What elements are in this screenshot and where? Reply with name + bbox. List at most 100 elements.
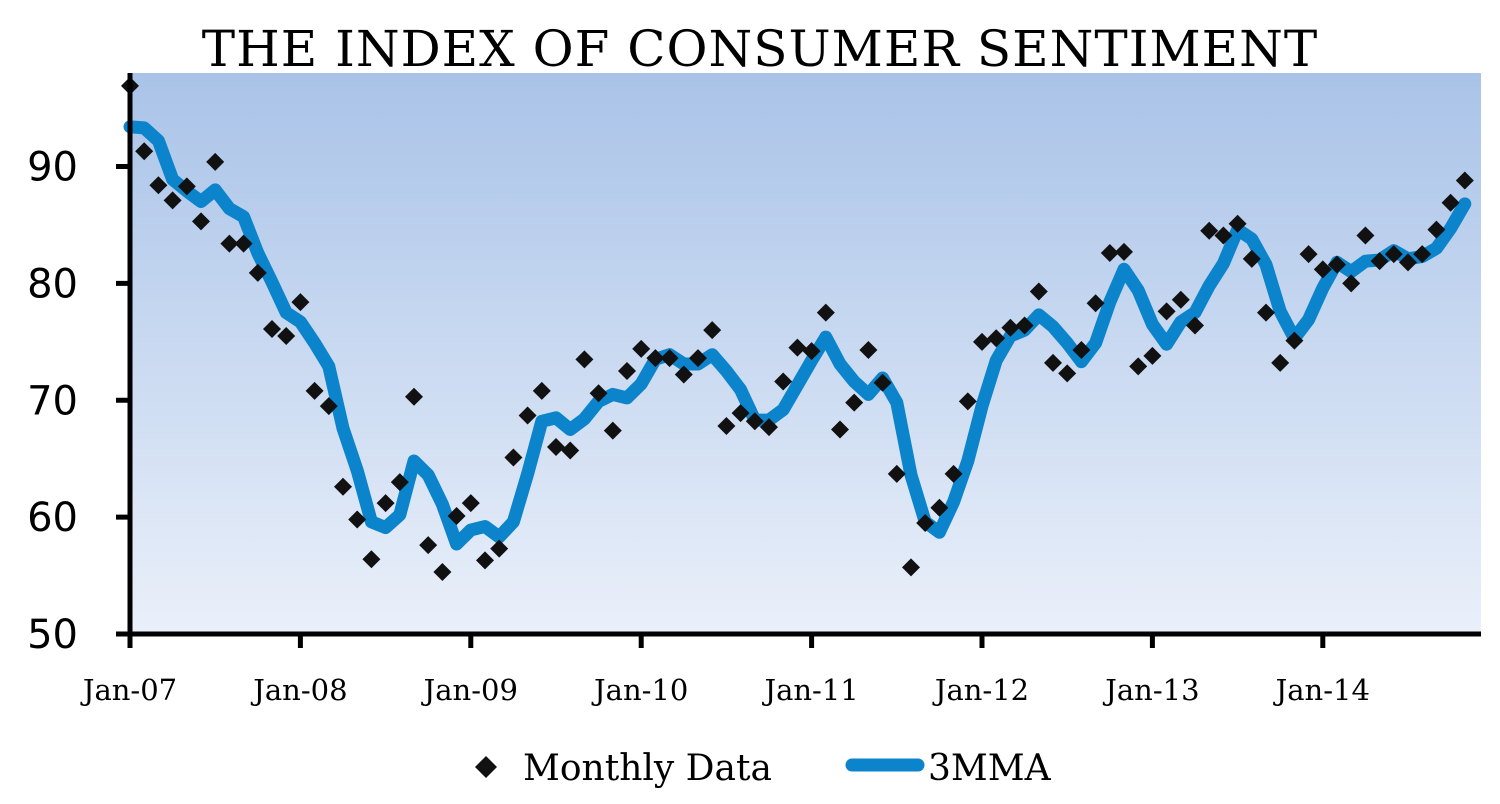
monthly-data-point bbox=[163, 191, 182, 210]
monthly-data-point bbox=[206, 152, 225, 171]
monthly-data-point bbox=[376, 494, 395, 513]
monthly-data-point bbox=[603, 421, 622, 440]
monthly-data-point bbox=[1072, 340, 1091, 359]
monthly-data-point bbox=[177, 177, 196, 196]
monthly-data-point bbox=[774, 372, 793, 391]
monthly-data-point bbox=[689, 349, 707, 368]
monthly-data-point bbox=[518, 406, 537, 425]
monthly-data-point bbox=[674, 365, 693, 384]
monthly-data-point bbox=[1413, 245, 1432, 264]
monthly-data-point bbox=[192, 212, 210, 231]
monthly-data-point bbox=[1228, 214, 1247, 233]
monthly-data-point bbox=[717, 416, 736, 435]
x-tick-label: Jan-10 bbox=[591, 673, 688, 707]
monthly-data-point bbox=[816, 303, 835, 322]
monthly-data-point bbox=[362, 550, 381, 569]
monthly-data-point bbox=[916, 513, 935, 532]
monthly-data-markers bbox=[121, 76, 1474, 582]
monthly-data-point bbox=[731, 404, 750, 423]
monthly-data-point bbox=[1115, 242, 1133, 261]
monthly-data-point bbox=[319, 397, 338, 416]
monthly-data-point bbox=[504, 448, 523, 467]
monthly-data-point bbox=[476, 551, 494, 570]
monthly-data-point bbox=[220, 234, 239, 253]
monthly-data-point bbox=[845, 393, 864, 412]
monthly-data-point bbox=[1143, 346, 1162, 365]
monthly-data-point bbox=[632, 339, 651, 358]
monthly-data-point bbox=[1157, 302, 1176, 321]
monthly-data-point bbox=[1200, 221, 1219, 240]
monthly-data-point bbox=[1015, 316, 1034, 335]
legend: Monthly Data 3MMA bbox=[475, 748, 1052, 789]
monthly-data-point bbox=[1214, 226, 1233, 245]
monthly-data-point bbox=[1129, 357, 1148, 376]
legend-label-monthly-data: Monthly Data bbox=[523, 748, 772, 789]
monthly-data-point bbox=[660, 349, 679, 368]
monthly-data-point bbox=[419, 536, 438, 555]
monthly-data-point bbox=[1356, 226, 1375, 245]
monthly-data-point bbox=[1100, 243, 1119, 262]
monthly-data-point bbox=[958, 392, 977, 411]
monthly-data-point bbox=[1455, 171, 1474, 190]
monthly-data-point bbox=[930, 498, 949, 517]
monthly-data-point bbox=[532, 381, 551, 400]
monthly-data-point bbox=[760, 418, 778, 437]
legend-marker-monthly-data bbox=[475, 756, 497, 778]
monthly-data-point bbox=[987, 329, 1006, 348]
monthly-data-point bbox=[1271, 353, 1290, 372]
monthly-data-point bbox=[1342, 274, 1361, 293]
monthly-data-point bbox=[1384, 245, 1403, 264]
y-tick-label: 50 bbox=[27, 612, 78, 658]
monthly-data-point bbox=[703, 321, 722, 340]
monthly-data-point bbox=[1257, 303, 1275, 322]
y-tick-label: 90 bbox=[27, 145, 78, 191]
x-tick-label: Jan-09 bbox=[421, 673, 518, 707]
monthly-data-point bbox=[447, 506, 466, 525]
monthly-data-point bbox=[1242, 249, 1261, 268]
monthly-data-point bbox=[1328, 255, 1346, 274]
monthly-data-point bbox=[618, 362, 636, 381]
monthly-data-point bbox=[973, 332, 991, 351]
monthly-data-point bbox=[405, 387, 423, 406]
y-axis-tick-labels: 50 60 70 80 90 bbox=[27, 145, 130, 658]
monthly-data-point bbox=[745, 412, 764, 431]
monthly-data-point bbox=[547, 438, 565, 456]
monthly-data-point bbox=[390, 473, 409, 492]
monthly-data-point bbox=[1001, 318, 1020, 337]
monthly-data-point bbox=[561, 441, 580, 460]
monthly-data-point bbox=[305, 381, 324, 400]
x-axis-tick-labels: Jan-07 Jan-08 Jan-09 Jan-10 Jan-11 Jan-12 Jan-… bbox=[80, 673, 1370, 707]
monthly-data-point bbox=[1171, 290, 1190, 309]
monthly-data-point bbox=[1058, 364, 1077, 383]
x-tick-label: Jan-12 bbox=[932, 673, 1029, 707]
legend-label-3mma: 3MMA bbox=[928, 748, 1052, 789]
monthly-data-point bbox=[873, 373, 892, 392]
monthly-data-point bbox=[802, 342, 821, 361]
x-tick-label: Jan-11 bbox=[761, 673, 858, 707]
monthly-data-point bbox=[248, 263, 267, 282]
chart-title: THE INDEX OF CONSUMER SENTIMENT bbox=[202, 20, 1319, 78]
monthly-data-point bbox=[1399, 253, 1417, 272]
monthly-data-point bbox=[887, 464, 906, 483]
monthly-data-point bbox=[234, 234, 253, 253]
monthly-data-point bbox=[1029, 282, 1048, 301]
x-tick-label: Jan-08 bbox=[250, 673, 347, 707]
monthly-data-point bbox=[490, 539, 509, 558]
y-tick-label: 80 bbox=[27, 261, 78, 307]
monthly-data-point bbox=[135, 142, 154, 161]
monthly-data-point bbox=[859, 340, 878, 359]
monthly-data-point bbox=[1285, 331, 1304, 350]
monthly-data-point bbox=[944, 464, 963, 483]
y-tick-label: 70 bbox=[27, 378, 78, 424]
monthly-data-point bbox=[589, 384, 608, 403]
monthly-data-point bbox=[1186, 316, 1204, 335]
monthly-data-point bbox=[1427, 220, 1446, 239]
monthly-data-point bbox=[263, 319, 281, 338]
x-tick-label: Jan-07 bbox=[80, 673, 177, 707]
x-tick-label: Jan-13 bbox=[1102, 673, 1199, 707]
monthly-data-point bbox=[277, 326, 296, 345]
monthly-data-point bbox=[291, 293, 310, 312]
x-tick-label: Jan-14 bbox=[1273, 673, 1370, 707]
